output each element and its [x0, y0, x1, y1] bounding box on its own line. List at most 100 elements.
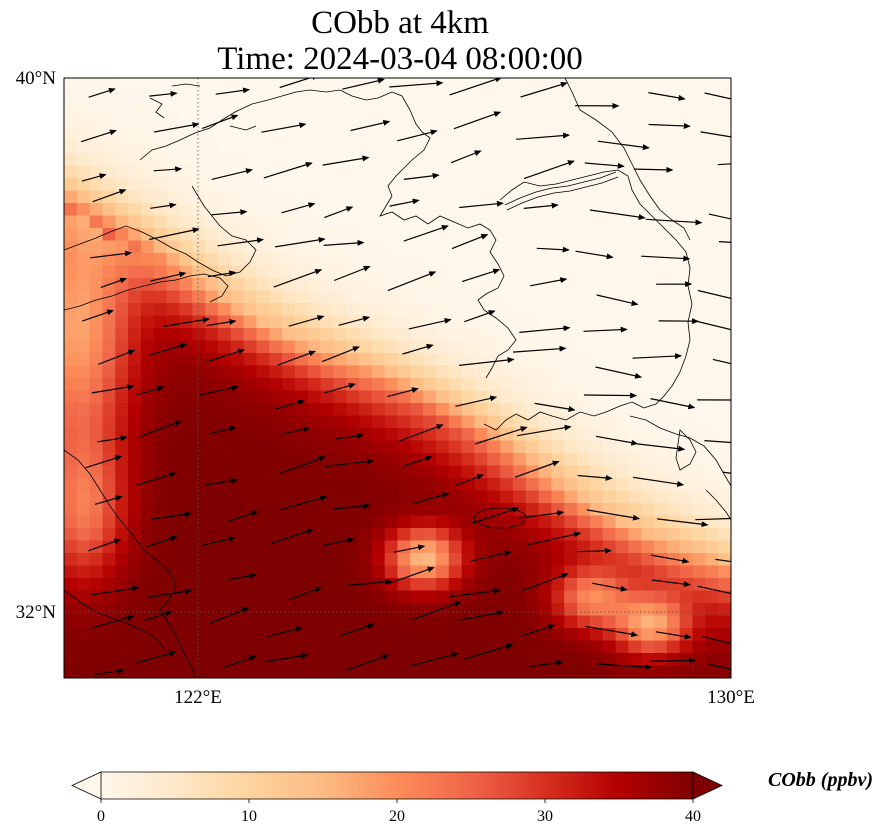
heatmap-cell — [474, 278, 488, 292]
heatmap-cell — [397, 478, 411, 492]
heatmap-cell — [628, 465, 642, 479]
heatmap-cell — [64, 503, 78, 517]
heatmap-cell — [692, 553, 706, 567]
heatmap-cell — [256, 240, 270, 254]
heatmap-cell — [294, 415, 309, 429]
heatmap-cell — [269, 603, 283, 617]
heatmap-cell — [448, 665, 463, 678]
heatmap-cell — [641, 565, 655, 579]
heatmap-cell — [64, 465, 78, 479]
heatmap-cell — [102, 428, 116, 442]
heatmap-cell — [230, 528, 245, 542]
heatmap-cell — [705, 590, 719, 604]
heatmap-cell — [602, 453, 617, 467]
heatmap-cell — [423, 665, 437, 678]
heatmap-cell — [166, 315, 181, 329]
heatmap-cell — [525, 503, 540, 517]
heatmap-cell — [371, 603, 386, 617]
heatmap-cell — [205, 303, 219, 317]
heatmap-cell — [192, 128, 206, 142]
heatmap-cell — [64, 365, 78, 379]
heatmap-cell — [500, 615, 514, 629]
heatmap-cell — [282, 265, 296, 279]
heatmap-cell — [628, 78, 642, 92]
heatmap-cell — [602, 365, 617, 379]
heatmap-cell — [179, 603, 193, 617]
heatmap-cell — [115, 665, 129, 678]
heatmap-cell — [76, 478, 91, 492]
heatmap-cell — [269, 565, 283, 579]
heatmap-cell — [487, 478, 501, 492]
heatmap-cell — [243, 265, 258, 279]
heatmap-cell — [641, 478, 655, 492]
heatmap-cell — [230, 165, 245, 179]
heatmap-cell — [512, 115, 527, 129]
heatmap-cell — [602, 103, 617, 117]
heatmap-cell — [551, 190, 565, 204]
heatmap-cell — [359, 665, 373, 678]
wind-arrow — [516, 132, 570, 140]
heatmap-cell — [359, 103, 373, 117]
heatmap-cell — [512, 278, 527, 292]
heatmap-cell — [282, 515, 296, 529]
heatmap-cell — [397, 103, 411, 117]
heatmap-cell — [140, 515, 155, 529]
heatmap-cell — [333, 490, 347, 504]
heatmap-cell — [641, 265, 655, 279]
heatmap-cell — [102, 478, 116, 492]
heatmap-cell — [243, 640, 258, 654]
heatmap-cell — [628, 153, 642, 167]
heatmap-cell — [692, 178, 706, 192]
heatmap-cell — [140, 203, 155, 217]
wind-arrow — [595, 366, 643, 379]
heatmap-cell — [294, 140, 309, 154]
heatmap-cell — [115, 178, 129, 192]
heatmap-cell — [140, 603, 155, 617]
heatmap-cell — [435, 115, 450, 129]
heatmap-cell — [692, 290, 706, 304]
wind-arrow — [97, 435, 128, 443]
heatmap-cell — [230, 203, 245, 217]
heatmap-cell — [718, 440, 731, 454]
heatmap-cell — [102, 390, 116, 404]
heatmap-cell — [423, 640, 437, 654]
heatmap-cell — [115, 390, 129, 404]
heatmap-cell — [128, 540, 142, 554]
heatmap-cell — [282, 453, 296, 467]
heatmap-cell — [179, 653, 193, 667]
heatmap-cell — [705, 490, 719, 504]
heatmap-cell — [500, 203, 514, 217]
heatmap-cell — [641, 203, 655, 217]
heatmap-cell — [153, 440, 168, 454]
heatmap-cell — [205, 640, 219, 654]
heatmap-cell — [654, 515, 668, 529]
heatmap-cell — [641, 328, 655, 342]
heatmap-cell — [269, 515, 283, 529]
heatmap-cell — [654, 478, 668, 492]
heatmap-cell — [551, 153, 565, 167]
heatmap-cell — [128, 640, 142, 654]
heatmap-cell — [243, 340, 258, 354]
heatmap-cell — [256, 253, 270, 267]
heatmap-cell — [551, 215, 565, 229]
heatmap-cell — [589, 603, 604, 617]
heatmap-cell — [64, 228, 78, 242]
heatmap-cell — [89, 440, 104, 454]
heatmap-cell — [76, 115, 91, 129]
heatmap-cell — [217, 78, 232, 92]
heatmap-cell — [89, 115, 104, 129]
heatmap-cell — [474, 265, 488, 279]
heatmap-cell — [243, 440, 258, 454]
heatmap-cell — [230, 578, 245, 592]
heatmap-cell — [500, 565, 514, 579]
heatmap-cell — [577, 665, 591, 678]
heatmap-cell — [448, 378, 463, 392]
heatmap-cell — [487, 365, 501, 379]
heatmap-cell — [551, 228, 565, 242]
heatmap-cell — [359, 153, 373, 167]
heatmap-cell — [346, 565, 360, 579]
heatmap-cell — [102, 540, 116, 554]
heatmap-cell — [615, 365, 629, 379]
wind-arrow — [281, 202, 316, 214]
heatmap-cell — [461, 403, 476, 417]
